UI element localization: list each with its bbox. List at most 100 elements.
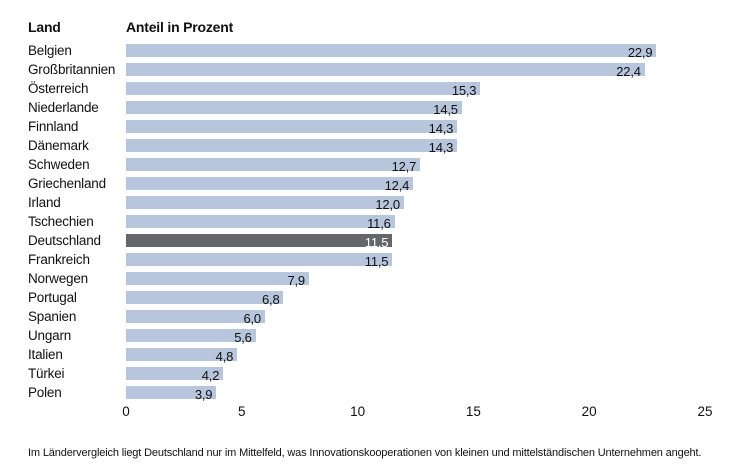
chart-row: Schweden 12,7: [28, 155, 705, 174]
bar: 4,8: [126, 348, 238, 364]
chart-rows: Belgien 22,9 Großbritannien 22,4 Österreich 1…: [28, 41, 705, 402]
bar: 4,2: [126, 367, 224, 383]
chart-row: Tschechien 11,6: [28, 212, 705, 231]
value-label: 11,5: [364, 235, 389, 250]
bar-area: 14,5: [126, 98, 705, 117]
value-label: 14,3: [428, 121, 454, 136]
bar-area: 12,7: [126, 155, 705, 174]
value-label: 22,9: [627, 45, 653, 60]
chart-row: Dänemark 14,3: [28, 136, 705, 155]
chart-row: Belgien 22,9: [28, 41, 705, 60]
chart-row: Norwegen 7,9: [28, 269, 705, 288]
bar: 11,5: [126, 253, 393, 269]
chart-row: Großbritannien 22,4: [28, 60, 705, 79]
value-label: 11,5: [364, 254, 389, 269]
country-label: Norwegen: [28, 271, 88, 286]
bar: 11,6: [126, 215, 395, 230]
bar: 14,5: [126, 101, 462, 117]
bar-area: 4,2: [126, 364, 705, 383]
bar-area: 7,9: [126, 269, 705, 288]
bar-area: 22,9: [126, 41, 705, 60]
value-label: 7,9: [287, 273, 305, 288]
value-label: 3,9: [194, 387, 213, 402]
bar-area: 6,0: [126, 307, 705, 326]
value-label: 4,8: [215, 349, 234, 364]
bar-highlighted: 11,5: [126, 234, 393, 250]
bar-area: 11,5: [126, 250, 705, 269]
value-label: 12,7: [391, 159, 417, 174]
country-label: Polen: [28, 385, 62, 400]
chart-row: Frankreich 11,5: [28, 250, 705, 269]
country-label: Irland: [28, 195, 61, 210]
bar: 15,3: [126, 82, 481, 98]
chart-row: Griechenland 12,4: [28, 174, 705, 193]
country-label: Italien: [28, 347, 63, 362]
bar: 6,8: [126, 291, 284, 307]
country-label: Niederlande: [28, 100, 99, 115]
country-label: Schweden: [28, 157, 90, 172]
country-label: Dänemark: [28, 138, 89, 153]
bar: 22,4: [126, 63, 645, 79]
value-label: 15,3: [451, 83, 477, 98]
value-label: 14,5: [433, 102, 458, 117]
bar: 14,3: [126, 139, 458, 154]
value-label: 6,8: [262, 292, 280, 307]
bar-area: 14,3: [126, 136, 705, 155]
bar: 6,0: [126, 310, 265, 326]
value-label: 4,2: [201, 368, 220, 383]
bar-area: 11,6: [126, 212, 705, 231]
value-label: 22,4: [616, 64, 641, 79]
bar-area: 12,0: [126, 193, 705, 212]
country-label: Deutschland: [28, 233, 101, 248]
bar-area: 22,4: [126, 60, 705, 79]
bar-area: 4,8: [126, 345, 705, 364]
bar-area: 5,6: [126, 326, 705, 345]
country-label: Finnland: [28, 119, 79, 134]
chart-row: Türkei 4,2: [28, 364, 705, 383]
x-axis-tick: 5: [238, 404, 246, 419]
column-header-land: Land: [28, 19, 61, 35]
x-axis-tick: 15: [465, 404, 481, 419]
chart-caption: Im Ländervergleich liegt Deutschland nur…: [28, 447, 702, 459]
chart-row: Italien 4,8: [28, 345, 705, 364]
country-label: Tschechien: [28, 214, 94, 229]
bar: 22,9: [126, 44, 657, 60]
chart-row: Portugal 6,8: [28, 288, 705, 307]
chart-row: Ungarn 5,6: [28, 326, 705, 345]
country-label: Griechenland: [28, 176, 106, 191]
chart-row: Deutschland 11,5: [28, 231, 705, 250]
country-label: Portugal: [28, 290, 77, 305]
country-label: Österreich: [28, 81, 89, 96]
country-label: Frankreich: [28, 252, 90, 267]
x-axis: 0 5 10 15 20 25: [122, 404, 712, 422]
bar: 5,6: [126, 329, 256, 345]
chart-row: Niederlande 14,5: [28, 98, 705, 117]
country-label: Spanien: [28, 309, 77, 324]
chart-row: Polen 3,9: [28, 383, 705, 402]
x-axis-tick: 20: [581, 404, 597, 419]
country-label: Ungarn: [28, 328, 72, 343]
value-label: 6,0: [243, 311, 261, 326]
value-label: 12,0: [375, 197, 400, 212]
bar: 3,9: [126, 386, 217, 402]
country-label: Türkei: [28, 366, 65, 381]
chart-row: Finnland 14,3: [28, 117, 705, 136]
chart-row: Irland 12,0: [28, 193, 705, 212]
bar: 12,0: [126, 196, 404, 212]
x-axis-tick: 10: [350, 404, 366, 419]
country-label: Großbritannien: [28, 62, 116, 77]
bar-area: 3,9: [126, 383, 705, 402]
x-axis-tick: 0: [122, 404, 130, 419]
bar-area: 11,5: [126, 231, 705, 250]
bar-area: 6,8: [126, 288, 705, 307]
chart-row: Spanien 6,0: [28, 307, 705, 326]
bar: 7,9: [126, 272, 309, 288]
column-header-anteil: Anteil in Prozent: [126, 19, 234, 35]
x-axis-tick: 25: [697, 404, 713, 419]
bar: 12,7: [126, 158, 421, 174]
value-label: 12,4: [384, 178, 410, 193]
bar-area: 15,3: [126, 79, 705, 98]
bar-area: 14,3: [126, 117, 705, 136]
value-label: 5,6: [234, 330, 252, 345]
